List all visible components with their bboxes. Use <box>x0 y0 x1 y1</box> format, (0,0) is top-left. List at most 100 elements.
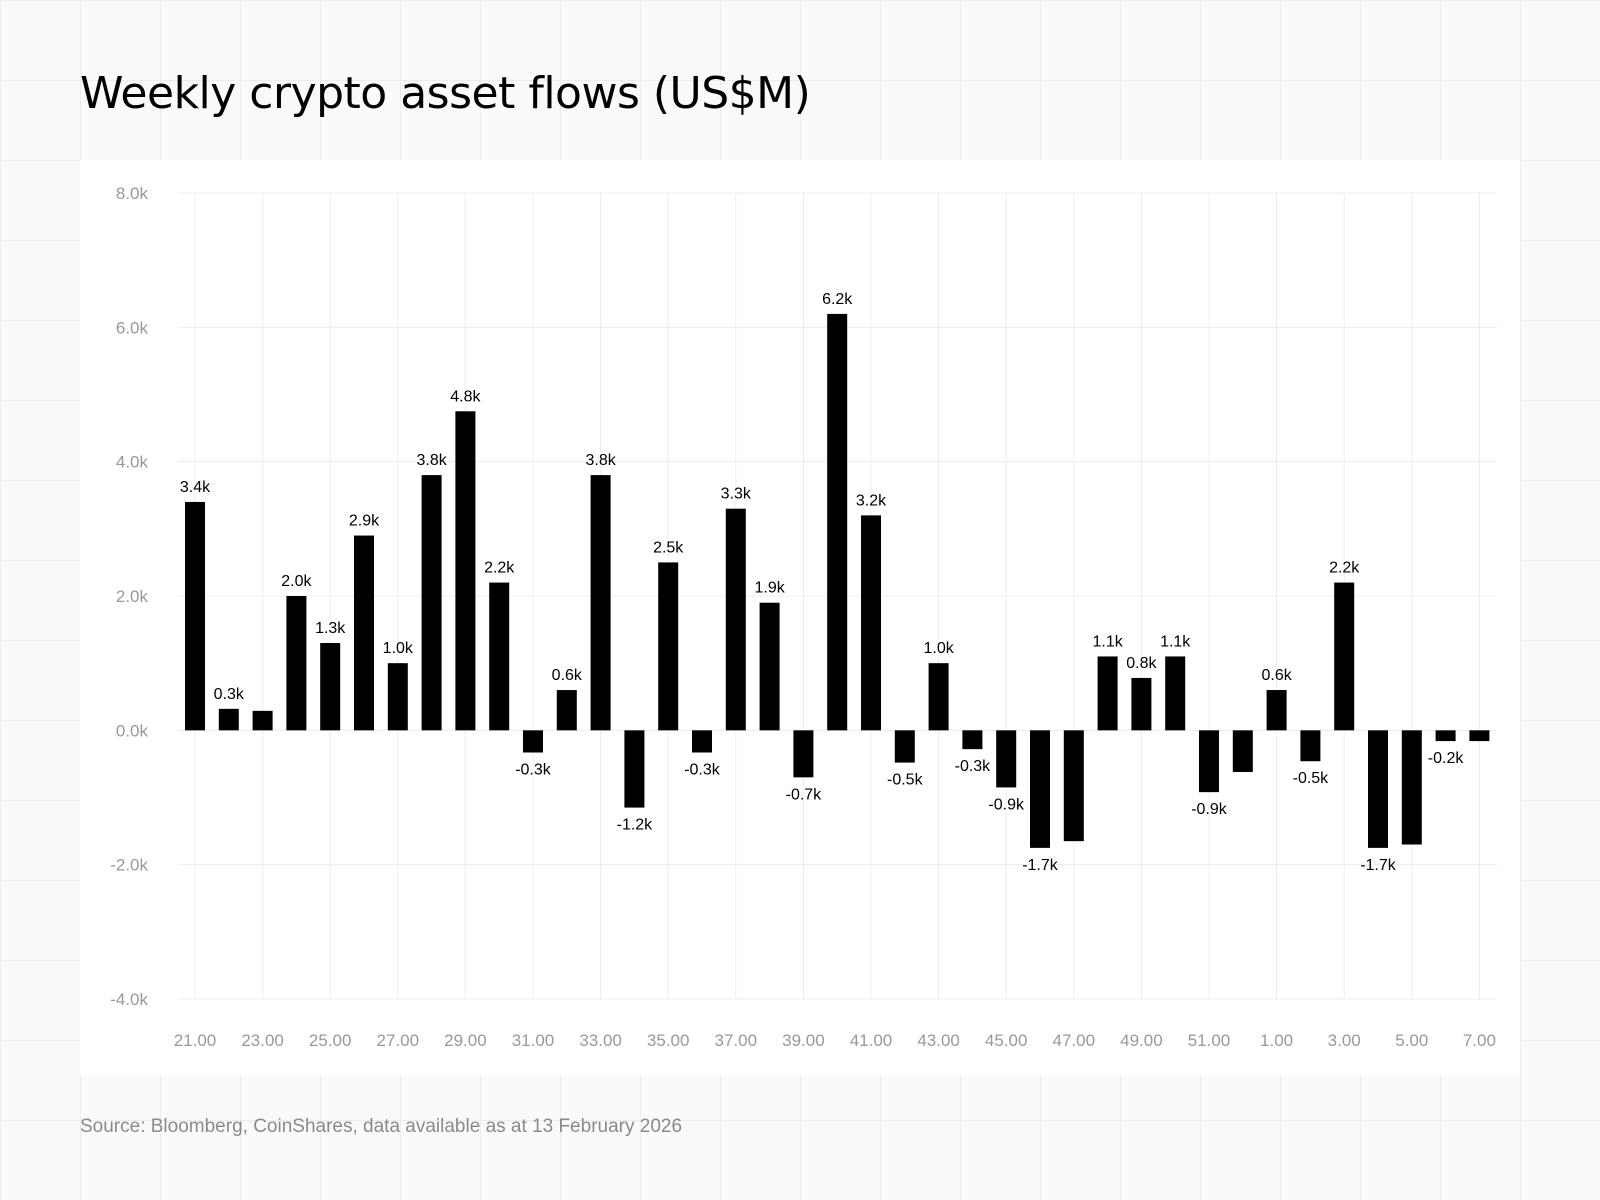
data-label: 2.9k <box>349 513 380 530</box>
bar <box>1097 656 1118 731</box>
data-label: 4.8k <box>450 388 481 405</box>
bar <box>692 730 712 753</box>
y-tick-label: -4.0k <box>110 990 148 1009</box>
data-label: -0.9k <box>988 796 1025 813</box>
y-tick-label: 8.0k <box>116 184 149 203</box>
x-tick-label: 47.00 <box>1053 1031 1096 1050</box>
data-label: 0.6k <box>552 667 583 684</box>
bar <box>928 663 949 731</box>
data-label: 2.2k <box>484 560 515 577</box>
data-label: -0.5k <box>887 772 924 789</box>
data-label: -1.7k <box>1360 857 1397 874</box>
data-label: 2.2k <box>1329 560 1360 577</box>
bar <box>523 730 543 753</box>
bar <box>827 313 848 731</box>
chart-card: -4.0k -2.0k 0.0k 2.0k 4.0k 6.0k 8.0k 21.00 23.00… <box>80 160 1520 1075</box>
chart-svg: -4.0k -2.0k 0.0k 2.0k 4.0k 6.0k 8.0k 21.00 23.00… <box>110 184 1497 1050</box>
bar <box>894 730 915 763</box>
data-label: 1.9k <box>754 580 785 597</box>
x-tick-label: 25.00 <box>309 1031 352 1050</box>
bar <box>489 582 510 731</box>
x-tick-label: 5.00 <box>1395 1031 1428 1050</box>
x-tick-label: 29.00 <box>444 1031 487 1050</box>
data-label: 3.8k <box>416 452 447 469</box>
bar <box>556 690 577 731</box>
bar <box>1401 730 1422 845</box>
data-label: -0.7k <box>786 786 823 803</box>
x-tick-label: 49.00 <box>1120 1031 1163 1050</box>
bar <box>1266 690 1287 731</box>
x-tick-label: 7.00 <box>1463 1031 1496 1050</box>
data-label: 1.3k <box>315 620 346 637</box>
x-tick-label: 23.00 <box>241 1031 284 1050</box>
x-tick-label: 31.00 <box>512 1031 555 1050</box>
data-label: -0.2k <box>1428 750 1465 767</box>
x-tick-label: 1.00 <box>1260 1031 1293 1050</box>
data-label: -0.3k <box>684 761 721 778</box>
data-label: -0.3k <box>955 758 992 775</box>
data-label: 1.1k <box>1160 633 1191 650</box>
bar <box>185 501 205 731</box>
bar <box>455 411 476 731</box>
bar <box>759 602 780 731</box>
data-label: -0.5k <box>1293 770 1330 787</box>
x-tick-label: 43.00 <box>917 1031 960 1050</box>
bar <box>1300 730 1321 762</box>
bar <box>354 535 374 731</box>
bar <box>1368 730 1388 848</box>
bar <box>1435 730 1456 742</box>
x-tick-label: 41.00 <box>850 1031 893 1050</box>
x-tick-label: 51.00 <box>1188 1031 1231 1050</box>
bar <box>861 515 881 731</box>
chart-title: Weekly crypto asset flows (US$M) <box>80 68 811 119</box>
data-label: -1.2k <box>617 817 654 834</box>
bar <box>725 508 746 731</box>
x-tick-label: 3.00 <box>1328 1031 1361 1050</box>
data-label: 2.0k <box>281 573 312 590</box>
data-label: 2.5k <box>653 539 684 556</box>
data-label: 3.2k <box>856 492 887 509</box>
data-label: 6.2k <box>822 291 853 308</box>
bar <box>286 596 307 731</box>
data-label: 1.0k <box>923 640 954 657</box>
bar <box>387 663 408 731</box>
x-tick-label: 45.00 <box>985 1031 1028 1050</box>
y-tick-label: -2.0k <box>110 856 148 875</box>
x-tick-label: 35.00 <box>647 1031 690 1050</box>
bar <box>1131 677 1152 731</box>
y-tick-label: 2.0k <box>116 587 149 606</box>
data-label: 3.4k <box>180 479 211 496</box>
data-label: 0.8k <box>1126 655 1157 672</box>
x-tick-label: 37.00 <box>715 1031 758 1050</box>
bar <box>1334 582 1355 731</box>
data-label: 1.0k <box>383 640 414 657</box>
bar <box>624 730 645 808</box>
bar <box>1232 730 1253 772</box>
data-label: 3.8k <box>585 452 616 469</box>
bar <box>1165 656 1186 731</box>
data-label: -0.3k <box>515 761 552 778</box>
bar <box>793 730 814 778</box>
bar <box>320 643 341 731</box>
bar <box>218 708 239 731</box>
y-tick-label: 4.0k <box>116 453 149 472</box>
bar <box>590 475 611 731</box>
x-tick-label: 39.00 <box>782 1031 825 1050</box>
bar <box>1063 730 1084 842</box>
x-tick-label: 27.00 <box>377 1031 420 1050</box>
data-label: -0.9k <box>1191 801 1228 818</box>
x-tick-label: 33.00 <box>579 1031 622 1050</box>
data-label: -1.7k <box>1022 857 1059 874</box>
x-tick-label: 21.00 <box>174 1031 217 1050</box>
bar <box>1469 730 1490 742</box>
bar <box>996 730 1017 788</box>
data-label: 3.3k <box>721 486 752 503</box>
data-label: 0.3k <box>214 686 245 703</box>
data-label: 0.6k <box>1261 667 1292 684</box>
y-tick-label: 0.0k <box>116 721 149 740</box>
bar <box>962 730 983 750</box>
bar <box>1199 730 1219 793</box>
bar <box>1030 730 1050 848</box>
y-tick-label: 6.0k <box>116 318 149 337</box>
source-note: Source: Bloomberg, CoinShares, data avai… <box>80 1116 683 1137</box>
